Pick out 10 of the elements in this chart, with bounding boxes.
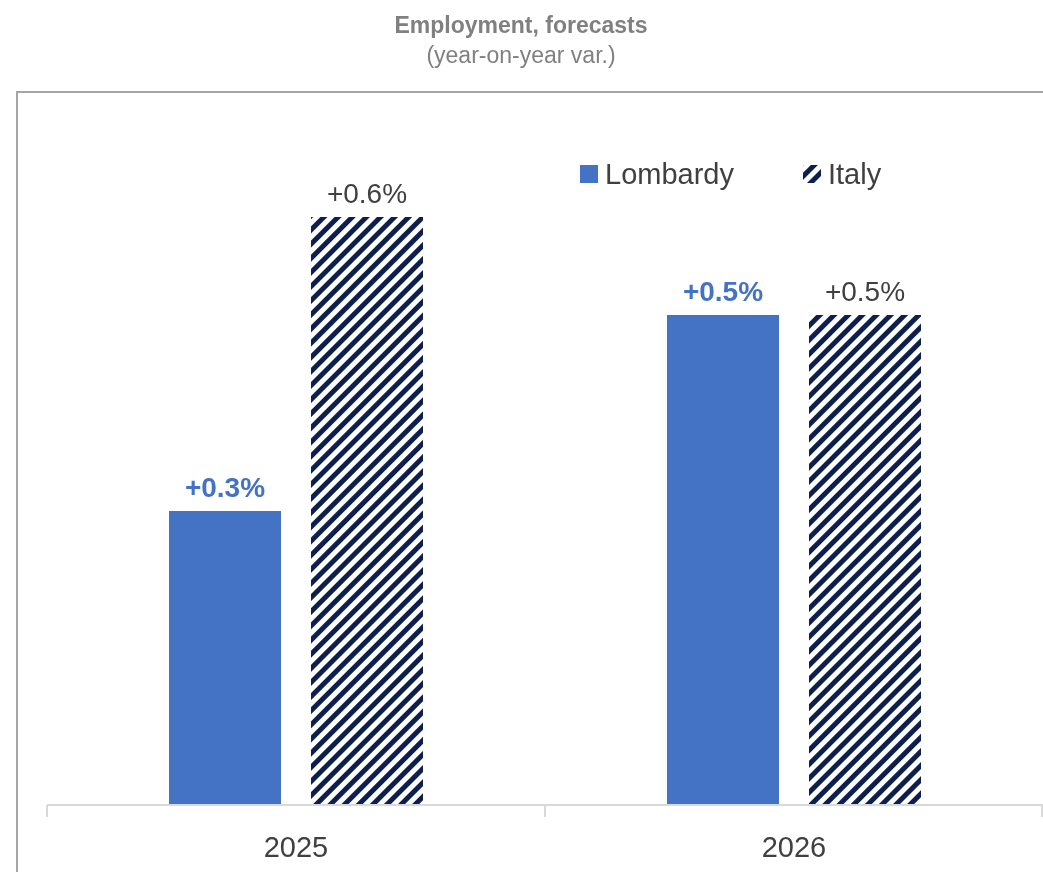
data-label: +0.5% (824, 276, 906, 307)
legend-label: Lombardy (605, 158, 735, 190)
chart-title: Employment, forecasts (394, 12, 648, 38)
x-tick-label: 2025 (263, 831, 329, 863)
data-label: +0.6% (326, 178, 408, 209)
x-tick-label: 2026 (761, 831, 827, 863)
legend-label: Italy (828, 158, 882, 190)
data-label: +0.3% (184, 472, 266, 503)
chart-subtitle: (year-on-year var.) (426, 42, 616, 68)
data-label: +0.5% (682, 276, 764, 307)
